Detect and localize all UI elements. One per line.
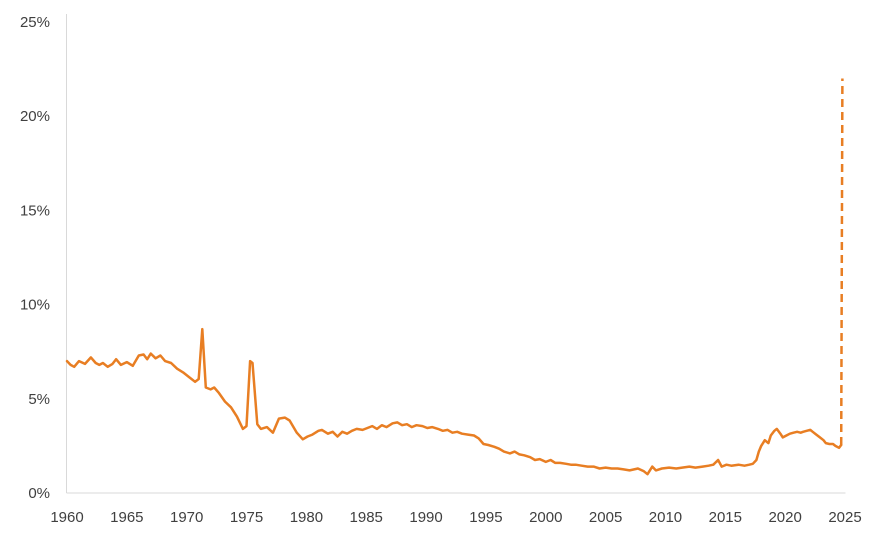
y-tick-label: 20% xyxy=(20,108,50,125)
series-line-projected-2025-spike xyxy=(839,78,844,446)
x-tick-label: 1965 xyxy=(110,509,143,526)
x-tick-label: 2000 xyxy=(529,509,562,526)
x-tick-label: 1960 xyxy=(50,509,83,526)
y-axis-tick-labels: 0% 5% 10% 15% 20% 25% xyxy=(20,14,50,502)
x-tick-label: 1970 xyxy=(170,509,203,526)
x-tick-label: 1995 xyxy=(469,509,502,526)
x-tick-label: 2015 xyxy=(709,509,742,526)
x-tick-label: 2005 xyxy=(589,509,622,526)
x-tick-label: 2010 xyxy=(649,509,682,526)
x-tick-label: 1990 xyxy=(409,509,442,526)
series-line-historical-rate xyxy=(65,327,843,476)
y-tick-label: 0% xyxy=(28,485,50,502)
y-tick-label: 15% xyxy=(20,202,50,219)
series-group xyxy=(65,78,844,476)
y-tick-label: 25% xyxy=(20,14,50,31)
x-tick-label: 2025 xyxy=(828,509,861,526)
y-tick-label: 10% xyxy=(20,297,50,314)
x-tick-label: 1985 xyxy=(350,509,383,526)
x-tick-label: 2020 xyxy=(768,509,801,526)
x-axis-tick-labels: 1960 1965 1970 1975 1980 1985 1990 1995 2000 2005… xyxy=(50,509,861,526)
x-tick-label: 1975 xyxy=(230,509,263,526)
y-tick-label: 5% xyxy=(28,391,50,408)
x-tick-label: 1980 xyxy=(290,509,323,526)
